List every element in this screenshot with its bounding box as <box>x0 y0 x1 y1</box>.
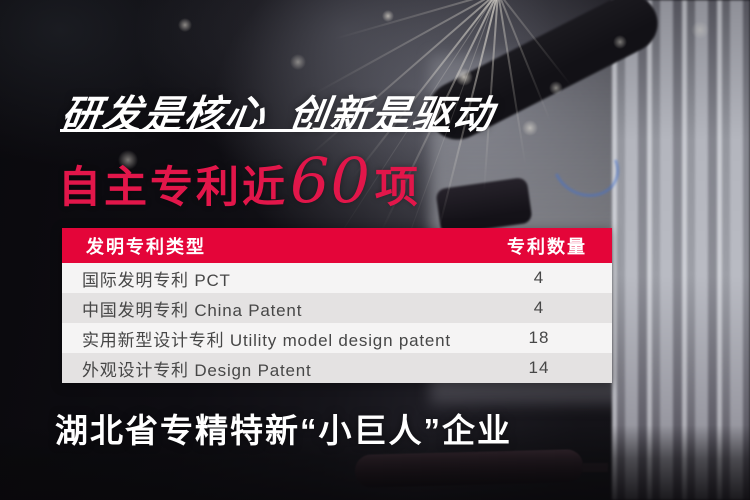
cell-patent-count: 14 <box>528 358 550 377</box>
bottom-vignette <box>0 425 750 500</box>
patent-count-headline: 自主专利近60项 <box>58 144 421 217</box>
patent-table: 发明专利类型 专利数量 国际发明专利 PCT 4 中国发明专利 China Pa… <box>62 228 612 383</box>
header-patent-type: 发明专利类型 <box>86 236 206 257</box>
cell-patent-count: 4 <box>533 268 545 287</box>
headline-prefix: 自主专利近 <box>58 164 288 212</box>
cell-patent-count: 18 <box>528 328 550 347</box>
cell-patent-type: 外观设计专利 Design Patent <box>82 360 312 380</box>
enterprise-honor-text: 湖北省专精特新“小巨人”企业 <box>55 412 512 449</box>
patent-table-header: 发明专利类型 专利数量 <box>62 228 612 263</box>
cell-patent-count: 4 <box>533 298 545 317</box>
cell-patent-type: 国际发明专利 PCT <box>82 270 231 290</box>
header-patent-count: 专利数量 <box>507 236 587 257</box>
table-row: 实用新型设计专利 Utility model design patent 18 <box>62 323 612 353</box>
cell-patent-type: 中国发明专利 China Patent <box>82 300 303 320</box>
table-row: 中国发明专利 China Patent 4 <box>62 293 612 323</box>
cell-patent-type: 实用新型设计专利 Utility model design patent <box>82 330 451 350</box>
table-row: 国际发明专利 PCT 4 <box>62 263 612 293</box>
headline-number: 60 <box>290 144 371 217</box>
title-underline <box>60 129 450 132</box>
headline-suffix: 项 <box>374 164 421 212</box>
table-row: 外观设计专利 Design Patent 14 <box>62 353 612 383</box>
